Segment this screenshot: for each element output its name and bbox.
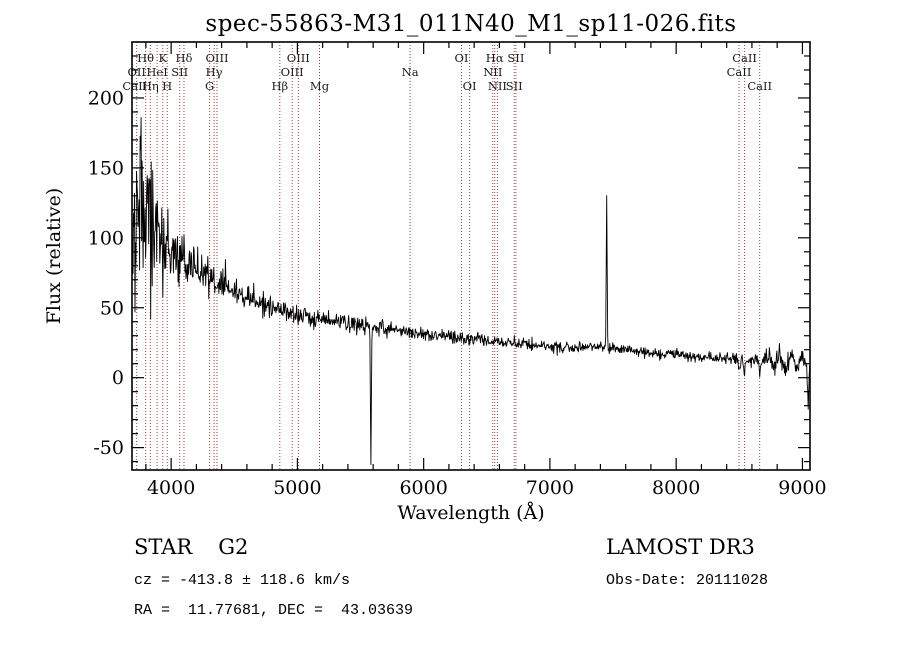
line-label: NII <box>488 79 507 93</box>
line-label: SII <box>507 51 524 65</box>
classification-line: STAR G2 <box>134 535 248 559</box>
y-tick-label: 0 <box>112 367 124 389</box>
survey-label: LAMOST DR3 <box>606 535 755 559</box>
x-tick-label: 5000 <box>273 477 321 499</box>
line-label: H <box>162 79 172 93</box>
line-label: HeI <box>146 65 167 79</box>
y-tick-label: 200 <box>88 87 124 109</box>
line-label: CaII <box>727 65 752 79</box>
line-label: Hβ <box>271 79 288 93</box>
line-label: CaII <box>732 51 757 65</box>
line-label: OI <box>455 51 469 65</box>
object-class: STAR <box>134 535 193 559</box>
x-tick-label: 6000 <box>399 477 447 499</box>
line-label: Hθ <box>137 51 154 65</box>
plot-frame <box>131 41 811 471</box>
ra-dec-value: RA = 11.77681, DEC = 43.03639 <box>134 602 414 619</box>
x-tick-label: 7000 <box>526 477 574 499</box>
line-label: NII <box>483 65 502 79</box>
line-label: Mg <box>310 79 330 93</box>
y-tick-label: 50 <box>100 297 124 319</box>
line-label: OIII <box>281 65 304 79</box>
obs-date: Obs-Date: 20111028 <box>606 572 769 589</box>
x-tick-label: 9000 <box>778 477 826 499</box>
y-tick-label: 100 <box>88 227 124 249</box>
object-subclass: G2 <box>218 535 249 559</box>
line-label: CaII <box>747 79 772 93</box>
x-tick-label: 4000 <box>147 477 195 499</box>
y-axis-label: Flux (relative) <box>43 188 65 325</box>
line-label: OII <box>127 65 146 79</box>
x-axis-label: Wavelength (Å) <box>397 502 544 524</box>
cz-value: cz = -413.8 ± 118.6 km/s <box>134 572 351 589</box>
line-label: SII <box>506 79 523 93</box>
line-label: SII <box>171 65 188 79</box>
line-label: G <box>205 79 214 93</box>
line-label: Hγ <box>206 65 223 79</box>
spectrum-trace <box>131 117 811 465</box>
line-label: K <box>159 51 168 65</box>
x-tick-label: 8000 <box>652 477 700 499</box>
line-label: OIII <box>205 51 228 65</box>
line-label: Hη <box>142 79 159 93</box>
y-tick-label: -50 <box>93 437 124 459</box>
line-label: OIII <box>287 51 310 65</box>
line-label: Hδ <box>176 51 193 65</box>
line-label: CaII <box>122 79 147 93</box>
line-label: OI <box>463 79 477 93</box>
line-label: Hα <box>486 51 504 65</box>
y-tick-label: 150 <box>88 157 124 179</box>
plot-title: spec-55863-M31_011N40_M1_sp11-026.fits <box>205 11 737 37</box>
line-label: Na <box>402 65 419 79</box>
